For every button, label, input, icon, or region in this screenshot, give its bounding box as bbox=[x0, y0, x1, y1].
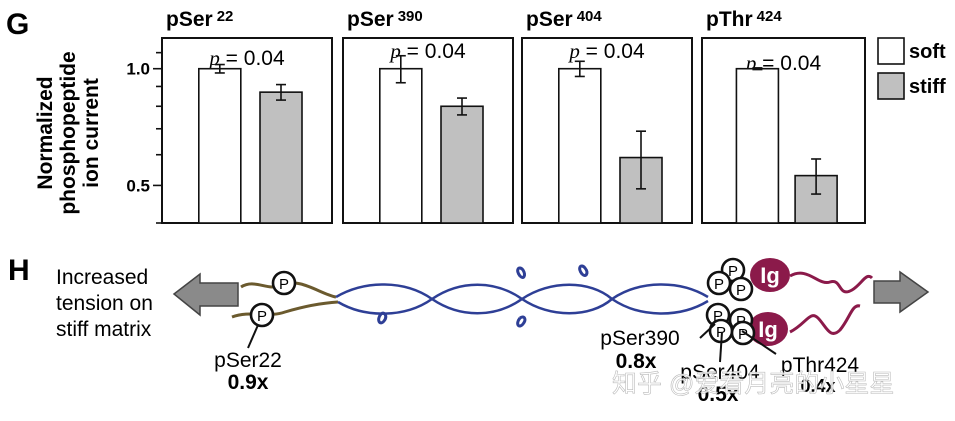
watermark: 知乎 @爱看月亮的小星星 bbox=[612, 370, 894, 398]
strand-lower bbox=[231, 300, 339, 319]
bar-stiff bbox=[440, 105, 484, 224]
p-symbol: p bbox=[567, 39, 580, 63]
y-axis: 1.0 0.5 bbox=[126, 51, 162, 224]
bar-soft bbox=[378, 67, 423, 224]
p-value-label: p = 0.04 bbox=[207, 46, 285, 70]
chart-title: pThr 424 bbox=[706, 8, 782, 31]
y-tick-label: 1.0 bbox=[126, 60, 150, 79]
y-tick-label: 0.5 bbox=[126, 176, 150, 195]
p-symbol: p bbox=[388, 39, 401, 63]
p-value-text: = 0.04 bbox=[220, 47, 285, 70]
legend-swatch-stiff bbox=[877, 72, 905, 100]
site-fold-pser22: 0.9x bbox=[228, 371, 269, 394]
chart-title-superscript: 22 bbox=[217, 8, 234, 25]
site-fold-pthr424: 0.4x bbox=[800, 376, 835, 396]
chart-title-main: pSer bbox=[526, 8, 573, 31]
ig-tail-upper bbox=[789, 271, 874, 294]
coil-loop-4 bbox=[578, 264, 589, 277]
site-label-pthr424: pThr424 bbox=[781, 354, 860, 377]
phospho-circle bbox=[271, 270, 297, 296]
ig-label-lower: Ig bbox=[758, 317, 778, 342]
y-axis-label-line-3: ion current bbox=[80, 78, 103, 188]
chart-title-main: pThr bbox=[706, 8, 753, 31]
coil-loop-3 bbox=[516, 315, 527, 328]
p-symbol: p bbox=[207, 46, 220, 70]
chart-title: pSer 22 bbox=[166, 8, 233, 31]
ig-label-upper: Ig bbox=[760, 263, 780, 288]
left-tension-arrow bbox=[172, 272, 239, 317]
chart-title: pSer 390 bbox=[347, 8, 423, 31]
phospho-sites: PPPPPPPPP bbox=[249, 257, 756, 346]
chart-frame bbox=[701, 37, 866, 224]
chart-frame bbox=[161, 37, 333, 224]
tension-label-line-2: tension on bbox=[56, 292, 153, 315]
p-value-text: = 0.04 bbox=[580, 40, 645, 63]
legend-label-soft: soft bbox=[909, 41, 946, 63]
leader-pser404 bbox=[719, 331, 723, 363]
phospho-circle bbox=[730, 320, 756, 346]
phospho-circle bbox=[706, 270, 732, 296]
chart-frame bbox=[342, 37, 514, 224]
panel-h-letter: H bbox=[8, 254, 30, 287]
site-label-pser22: pSer22 bbox=[214, 349, 282, 372]
phospho-label: P bbox=[279, 276, 289, 293]
bar-soft bbox=[557, 67, 602, 224]
chart-frame bbox=[521, 37, 693, 224]
tension-label-line-1: Increased bbox=[56, 266, 148, 289]
site-fold-pser390: 0.8x bbox=[616, 350, 657, 373]
p-value-text: = 0.04 bbox=[401, 40, 466, 63]
chart-title-superscript: 404 bbox=[577, 8, 603, 25]
legend-swatch-soft bbox=[877, 37, 905, 65]
chart-title-superscript: 390 bbox=[398, 8, 423, 25]
chart-title-superscript: 424 bbox=[757, 8, 783, 25]
y-axis-label-line-2: phosphopeptide bbox=[57, 51, 80, 214]
site-fold-pser404: 0.5x bbox=[698, 383, 739, 406]
bar-stiff bbox=[259, 91, 303, 224]
site-label-pser404: pSer404 bbox=[680, 361, 760, 384]
ig-tail-lower bbox=[789, 304, 861, 335]
leader-pser22 bbox=[247, 324, 259, 349]
y-axis-label: Normalized phosphopeptide ion current bbox=[34, 51, 103, 214]
bar-soft bbox=[198, 67, 242, 224]
leader-pser390 bbox=[699, 323, 716, 339]
p-value-label: p = 0.04 bbox=[567, 39, 645, 63]
site-label-pser390: pSer390 bbox=[600, 327, 679, 350]
phospho-label: P bbox=[257, 308, 267, 325]
coiled-coil-helix-b bbox=[337, 283, 709, 315]
chart-panel-1: pSer 22 p = 0.04 bbox=[161, 8, 333, 224]
coil-loop-2 bbox=[516, 266, 526, 279]
phospho-label: P bbox=[728, 263, 738, 280]
right-tension-arrow bbox=[873, 270, 930, 314]
coil-loop-1 bbox=[377, 311, 388, 325]
chart-title: pSer 404 bbox=[526, 8, 602, 31]
bar-soft bbox=[735, 67, 780, 224]
legend: soft stiff bbox=[877, 37, 946, 100]
chart-panel-2: pSer 390 p = 0.04 bbox=[342, 8, 514, 224]
chart-title-main: pSer bbox=[347, 8, 394, 31]
phospho-label: P bbox=[713, 308, 723, 325]
panel-g-letter: G bbox=[6, 8, 29, 41]
tension-label-line-3: stiff matrix bbox=[56, 318, 152, 341]
phospho-label: P bbox=[736, 282, 746, 299]
chart-title-main: pSer bbox=[166, 8, 213, 31]
phospho-label: P bbox=[714, 276, 724, 293]
y-axis-label-line-1: Normalized bbox=[34, 76, 57, 189]
ig-domain-lower bbox=[748, 312, 788, 346]
phospho-circle bbox=[728, 276, 754, 302]
ig-domain-upper bbox=[750, 258, 790, 292]
leader-pthr424 bbox=[741, 330, 777, 355]
legend-label-stiff: stiff bbox=[909, 76, 946, 98]
chart-panel-3: pSer 404 p = 0.04 bbox=[521, 8, 693, 224]
p-value-label: p = 0.04 bbox=[388, 39, 466, 63]
phospho-circle bbox=[249, 302, 275, 328]
phospho-label: P bbox=[738, 326, 748, 343]
